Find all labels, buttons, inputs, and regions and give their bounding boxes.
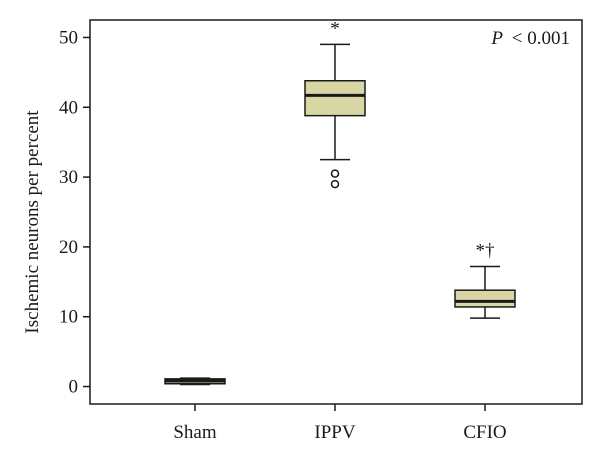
- p-value-text: < 0.001: [512, 28, 570, 49]
- p-value-symbol: P: [490, 28, 503, 49]
- ippv-outlier-1: [330, 169, 340, 178]
- x-category-label-sham: Sham: [173, 422, 217, 443]
- box-group: * *†: [164, 18, 516, 386]
- p-value-annotation: P < 0.001: [490, 28, 570, 49]
- y-tick-label-0: 0: [69, 377, 79, 398]
- ippv-outlier-0: [330, 179, 340, 189]
- plot-frame: [89, 19, 583, 405]
- y-tick-label-50: 50: [59, 27, 78, 48]
- y-tick-label-40: 40: [59, 97, 78, 118]
- y-tick-label-10: 10: [59, 307, 78, 328]
- y-tick-label-20: 20: [59, 237, 78, 258]
- axes: 0 10 20 30 40 50 Sham IPPV CFIO: [59, 19, 583, 443]
- y-axis-label: Ischemic neurons per percent: [22, 110, 43, 334]
- ippv-significance-annotation: *: [330, 18, 340, 39]
- x-category-label-cfio: CFIO: [463, 422, 506, 443]
- ippv-box: [304, 79, 366, 117]
- y-tick-label-30: 30: [59, 167, 78, 188]
- cfio-box: [454, 289, 516, 308]
- x-category-label-ippv: IPPV: [314, 422, 355, 443]
- cfio-significance-annotation: *†: [476, 240, 495, 261]
